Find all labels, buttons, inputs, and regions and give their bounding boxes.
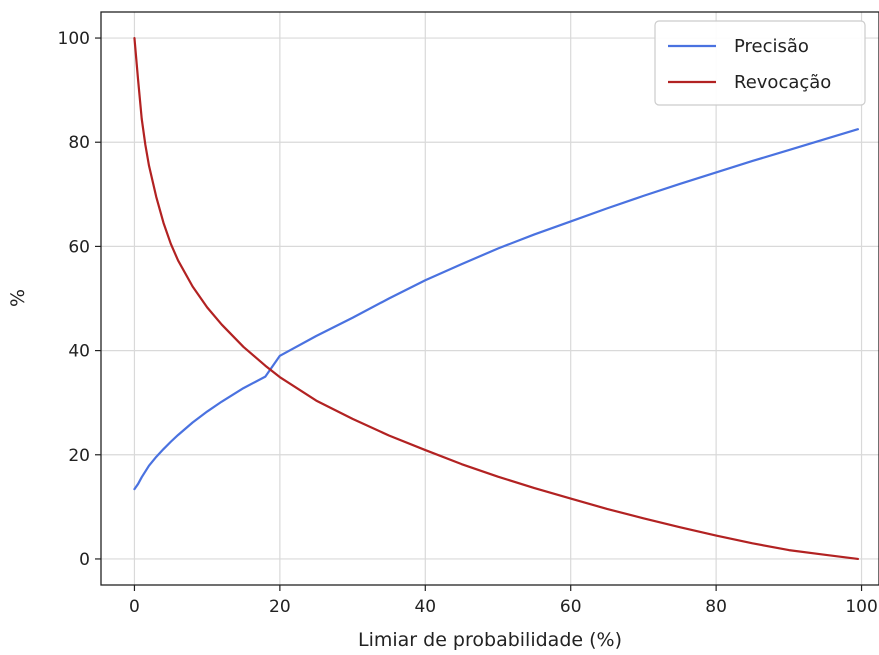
plot-frame (100, 11, 879, 586)
y-tick-label: 80 (68, 133, 90, 153)
x-tick-label: 40 (414, 597, 436, 617)
legend: Precisão Revocação (654, 20, 866, 106)
y-tick-label: 40 (68, 342, 90, 362)
y-tick-label: 60 (68, 237, 90, 257)
y-axis-label: % (7, 289, 29, 307)
x-axis-label: Limiar de probabilidade (%) (358, 629, 622, 651)
y-tick-label: 20 (68, 446, 90, 466)
legend-box (654, 20, 866, 106)
x-tick-label: 0 (129, 597, 140, 617)
x-tick-label: 20 (269, 597, 291, 617)
axis-ticks: 0 20 40 60 80 100 0 20 40 60 80 100 (58, 29, 878, 617)
x-tick-label: 60 (560, 597, 582, 617)
legend-label-precisao: Precisão (734, 36, 809, 57)
y-tick-label: 0 (79, 550, 90, 570)
y-tick-label: 100 (58, 29, 90, 49)
x-tick-label: 80 (705, 597, 727, 617)
plot-lines (133, 36, 860, 561)
x-tick-label: 100 (845, 597, 877, 617)
series-line-precisao (133, 128, 860, 491)
grid (101, 12, 879, 585)
legend-label-revocacao: Revocação (734, 72, 831, 93)
series-line-revocacao (133, 36, 860, 561)
